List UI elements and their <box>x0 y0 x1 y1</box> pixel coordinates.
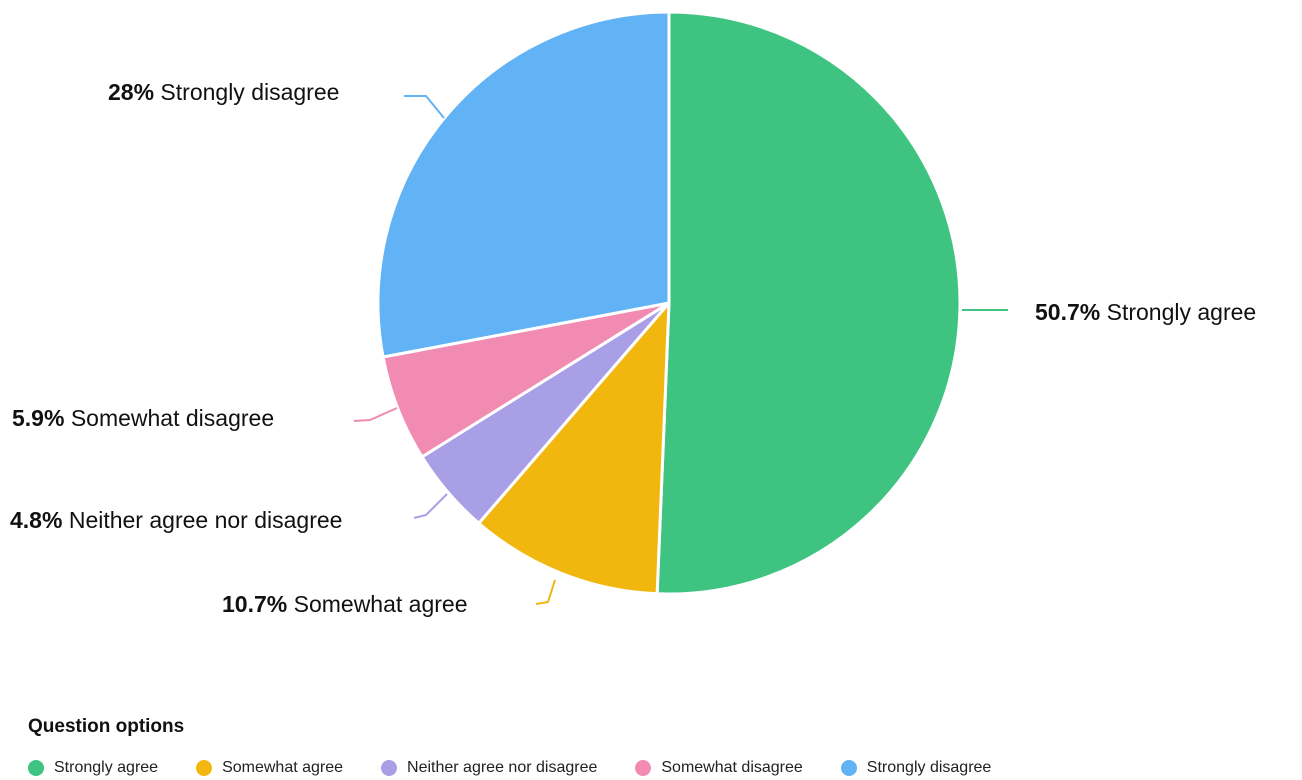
slice-label-value: 10.7% <box>222 591 287 617</box>
pie-slice-strongly-agree <box>655 10 962 596</box>
slice-label-value: 4.8% <box>10 507 62 533</box>
slice-label-category: Somewhat disagree <box>64 405 274 431</box>
pie-slice-strongly-disagree <box>376 10 671 359</box>
slice-label: 50.7% Strongly agree <box>1035 299 1256 325</box>
legend-item[interactable]: Strongly agree <box>28 759 158 777</box>
slice-label-value: 28% <box>108 79 154 105</box>
legend-label: Neither agree nor disagree <box>407 759 598 776</box>
legend-item[interactable]: Strongly disagree <box>840 759 992 777</box>
slice-label: 5.9% Somewhat disagree <box>12 405 274 431</box>
legend-swatch <box>196 760 213 776</box>
slice-label-category: Strongly agree <box>1100 299 1256 325</box>
pie-chart: 50.7% Strongly agree 10.7% Somewhat agree… <box>10 10 1256 617</box>
leader-line <box>535 579 556 605</box>
legend: Strongly agree Somewhat agree Neither agre… <box>28 756 1029 780</box>
legend-item[interactable]: Neither agree nor disagree <box>381 759 597 777</box>
slice-label-value: 50.7% <box>1035 299 1100 325</box>
legend-label: Strongly agree <box>54 759 159 776</box>
legend-label: Strongly disagree <box>866 759 992 776</box>
slice-label: 10.7% Somewhat agree <box>222 591 468 617</box>
legend-swatch <box>381 760 398 776</box>
legend-swatch <box>28 760 44 776</box>
slice-label-category: Strongly disagree <box>154 79 339 105</box>
slice-label-category: Neither agree nor disagree <box>62 507 342 533</box>
leader-line <box>404 95 445 119</box>
leader-line <box>353 407 398 422</box>
leader-line <box>413 493 448 519</box>
legend-item[interactable]: Somewhat agree <box>196 759 343 777</box>
slice-label-value: 5.9% <box>12 405 64 431</box>
legend-swatch <box>840 760 857 776</box>
legend-swatch <box>635 760 652 776</box>
pie-slice-somewhat-agree <box>477 301 671 596</box>
slice-label: 4.8% Neither agree nor disagree <box>10 507 342 533</box>
slice-label-category: Somewhat agree <box>287 591 467 617</box>
legend-label: Somewhat agree <box>222 759 344 776</box>
legend-title: Question options <box>28 716 185 737</box>
legend-label: Somewhat disagree <box>661 759 803 776</box>
slice-label: 28% Strongly disagree <box>108 79 339 105</box>
legend-item[interactable]: Somewhat disagree <box>635 759 803 777</box>
